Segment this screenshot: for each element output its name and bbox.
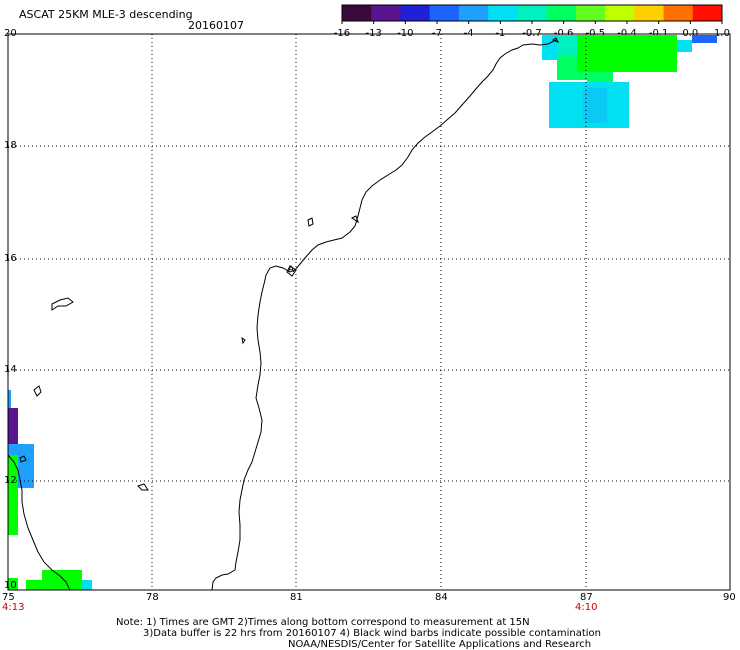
lon-label: 81 xyxy=(290,592,303,603)
swath-cell xyxy=(587,72,613,82)
lon-label: 90 xyxy=(723,592,736,603)
swath-cell xyxy=(677,40,692,52)
colorbar-swatch xyxy=(488,5,518,21)
lon-label: 78 xyxy=(146,592,159,603)
time-label-right: 4:10 xyxy=(575,602,598,613)
coastline xyxy=(7,37,560,591)
map-title: ASCAT 25KM MLE-3 descending xyxy=(19,8,193,21)
swath-cell xyxy=(557,35,577,55)
swath-cell xyxy=(583,88,607,123)
swath-cell xyxy=(8,455,18,535)
colorbar-swatch xyxy=(605,5,635,21)
lon-label: 75 xyxy=(2,592,15,603)
swath-blocks xyxy=(8,35,717,590)
lat-label: 18 xyxy=(4,140,17,151)
swath-cell xyxy=(549,82,629,128)
colorbar-swatch xyxy=(546,5,577,21)
swath-cell xyxy=(692,35,717,43)
colorbar-swatches xyxy=(341,4,723,22)
lat-label: 12 xyxy=(4,475,17,486)
colorbar-swatch xyxy=(575,5,606,21)
time-label-left: 4:13 xyxy=(2,602,25,613)
swath-cell xyxy=(8,390,11,408)
colorbar-swatch xyxy=(429,5,460,21)
lat-label: 16 xyxy=(4,253,17,264)
colorbar-swatch xyxy=(517,5,548,21)
colorbar-swatch xyxy=(663,5,694,21)
colorbar-swatch xyxy=(342,5,372,21)
map-date: 20160107 xyxy=(188,19,244,32)
swath-cell xyxy=(42,570,82,580)
swath-cell xyxy=(8,408,18,444)
coast-marker: A xyxy=(288,265,295,275)
swath-cell xyxy=(577,35,677,72)
lon-label: 87 xyxy=(580,592,593,603)
footer-note-1: Note: 1) Times are GMT 2)Times along bot… xyxy=(116,617,530,628)
colorbar-swatch xyxy=(634,5,665,21)
lat-label: 14 xyxy=(4,364,17,375)
swath-cell xyxy=(82,580,92,590)
colorbar-swatch xyxy=(692,5,723,21)
swath-cell xyxy=(26,580,82,590)
lat-label: 10 xyxy=(4,580,17,591)
colorbar-swatch xyxy=(400,5,431,21)
plot-frame xyxy=(7,33,731,591)
swath-cell xyxy=(8,578,18,590)
lat-label: 20 xyxy=(4,28,17,39)
map-plot: A xyxy=(7,33,731,591)
colorbar-swatch xyxy=(458,5,489,21)
lon-label: 84 xyxy=(435,592,448,603)
footer-note-3: NOAA/NESDIS/Center for Satellite Applica… xyxy=(288,639,592,650)
lat-lon-grid xyxy=(8,34,730,590)
footer-note-2: 3)Data buffer is 22 hrs from 20160107 4)… xyxy=(143,628,601,639)
colorbar-swatch xyxy=(371,5,401,21)
